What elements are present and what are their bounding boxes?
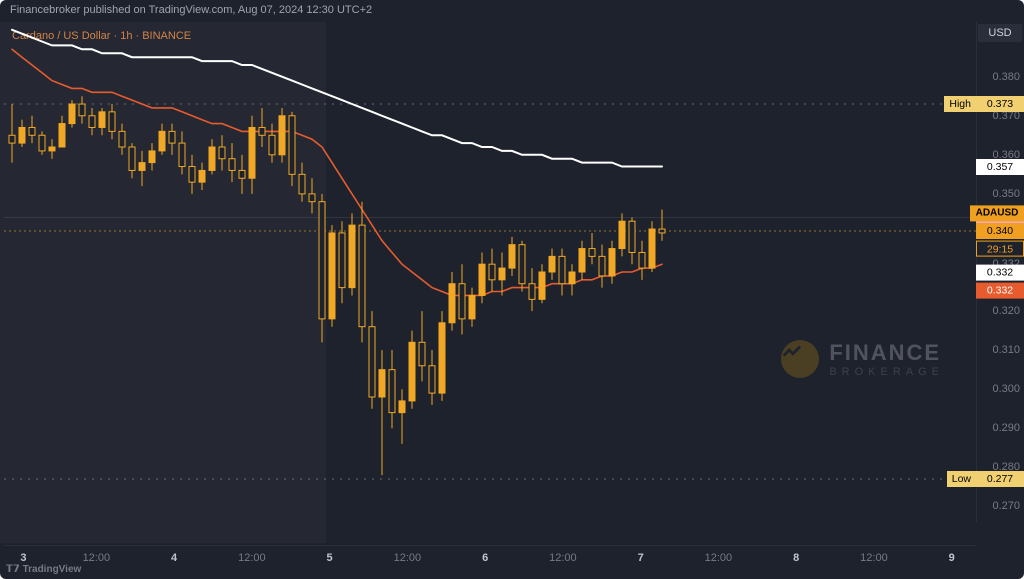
xtick: 12:00 [394,552,422,564]
time-axis[interactable]: 3 12:00 4 12:00 5 12:00 6 12:00 7 12:00 8 12:00 9 [4,545,976,579]
watermark-line1: FINANCE [829,340,944,366]
xtick: 4 [171,552,177,564]
price-tag: 0.357 [976,159,1024,175]
price-tag: 0.373 [976,96,1024,112]
side-label: High [944,96,976,112]
axis-currency: USD [978,24,1022,42]
ytick: 0.270 [980,500,1020,512]
ytick: 0.300 [980,383,1020,395]
xtick: 12:00 [83,552,111,564]
ytick: 0.310 [980,344,1020,356]
watermark-text: FINANCE BROKERAGE [829,340,944,378]
watermark-line2: BROKERAGE [829,366,944,378]
price-tag: 0.332 [976,265,1024,281]
xtick: 12:00 [238,552,266,564]
price-axis[interactable]: 0.3900.3800.3700.3600.3500.3400.3320.320… [976,22,1024,522]
price-tag: 29:15 [976,241,1024,257]
xtick: 12:00 [705,552,733,564]
chart-root: Financebroker published on TradingView.c… [0,0,1024,579]
price-tag: 0.340 [976,223,1024,239]
xtick: 6 [482,552,488,564]
xtick: 9 [949,552,955,564]
tradingview-credit: 𝗧𝟳 TradingView [6,564,81,575]
publish-header: Financebroker published on TradingView.c… [10,4,372,16]
side-label: Low [947,471,976,487]
ytick: 0.290 [980,422,1020,434]
price-tag: 0.332 [976,283,1024,299]
xtick: 5 [327,552,333,564]
ytick: 0.350 [980,188,1020,200]
xtick: 12:00 [860,552,888,564]
xtick: 3 [20,552,26,564]
price-tag: ADAUSD [970,205,1024,221]
watermark-icon [781,340,819,378]
xtick: 12:00 [549,552,577,564]
ytick: 0.320 [980,305,1020,317]
xtick: 7 [638,552,644,564]
ytick: 0.380 [980,71,1020,83]
chart-area[interactable] [4,22,976,522]
watermark: FINANCE BROKERAGE [781,340,944,378]
price-tag: 0.277 [976,471,1024,487]
chart-svg [4,22,976,522]
xtick: 8 [793,552,799,564]
